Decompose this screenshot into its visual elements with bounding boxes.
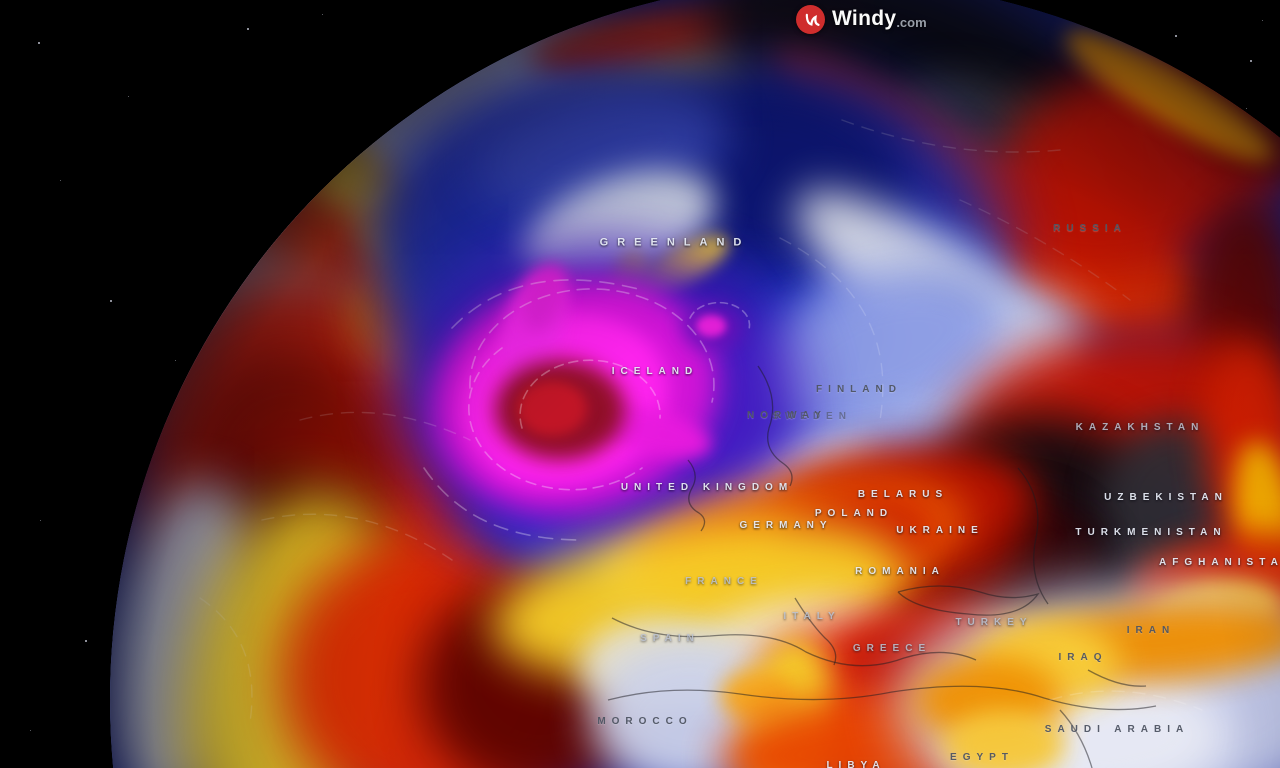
wind-swoosh-icon (805, 13, 820, 26)
star (38, 42, 40, 44)
windy-logo-text: Windy (832, 7, 897, 30)
map-label-saudi-arabia: SAUDI ARABIA (1044, 724, 1190, 735)
star (322, 14, 323, 15)
map-label-greece: GREECE (852, 643, 932, 654)
map-label-spain: SPAIN (640, 633, 700, 644)
map-label-turkmenistan: TURKMENISTAN (1075, 527, 1227, 538)
map-label-egypt: EGYPT (950, 752, 1014, 763)
star (175, 360, 176, 361)
map-label-morocco: MOROCCO (597, 716, 693, 727)
star (30, 730, 31, 731)
map-label-italy: ITALY (783, 611, 841, 622)
map-label-afghanistan: AFGHANISTAN (1158, 557, 1280, 568)
map-label-iraq: IRAQ (1058, 652, 1108, 663)
windy-logo-icon (796, 4, 825, 34)
map-label-belarus: BELARUS (857, 489, 949, 500)
map-label-norway: NORWAY (747, 410, 827, 421)
map-label-poland: POLAND (814, 508, 894, 519)
map-label-turkey: TURKEY (955, 617, 1033, 628)
map-label-libya: LIBYA (826, 760, 886, 768)
windy-logo-suffix: .com (896, 14, 927, 30)
star (1262, 20, 1263, 21)
map-label-finland: FINLAND (816, 384, 902, 395)
star (40, 520, 41, 521)
star (1246, 108, 1247, 109)
map-label-uzbekistan: UZBEKISTAN (1104, 492, 1228, 503)
star (1250, 60, 1252, 62)
map-label-sweden: SWEDEN (772, 411, 852, 422)
map-label-greenland: GREENLAND (599, 236, 751, 249)
map-label-united-kingdom: UNITED KINGDOM (620, 482, 794, 493)
map-label-russia: RUSSIA (1053, 223, 1127, 234)
star (110, 300, 112, 302)
map-label-iran: IRAN (1126, 625, 1176, 636)
map-label-germany: GERMANY (739, 520, 833, 531)
map-label-ukraine: UKRAINE (896, 525, 984, 536)
star (1175, 35, 1177, 37)
star (247, 28, 249, 30)
star (85, 640, 87, 642)
map-label-kazakhstan: KAZAKHSTAN (1075, 422, 1205, 433)
map-label-france: FRANCE (685, 576, 763, 587)
map-label-romania: ROMANIA (855, 566, 945, 577)
star (128, 96, 129, 97)
map-label-iceland: ICELAND (611, 366, 699, 377)
windy-logo[interactable]: Windy .com (796, 3, 927, 35)
star (60, 180, 61, 181)
